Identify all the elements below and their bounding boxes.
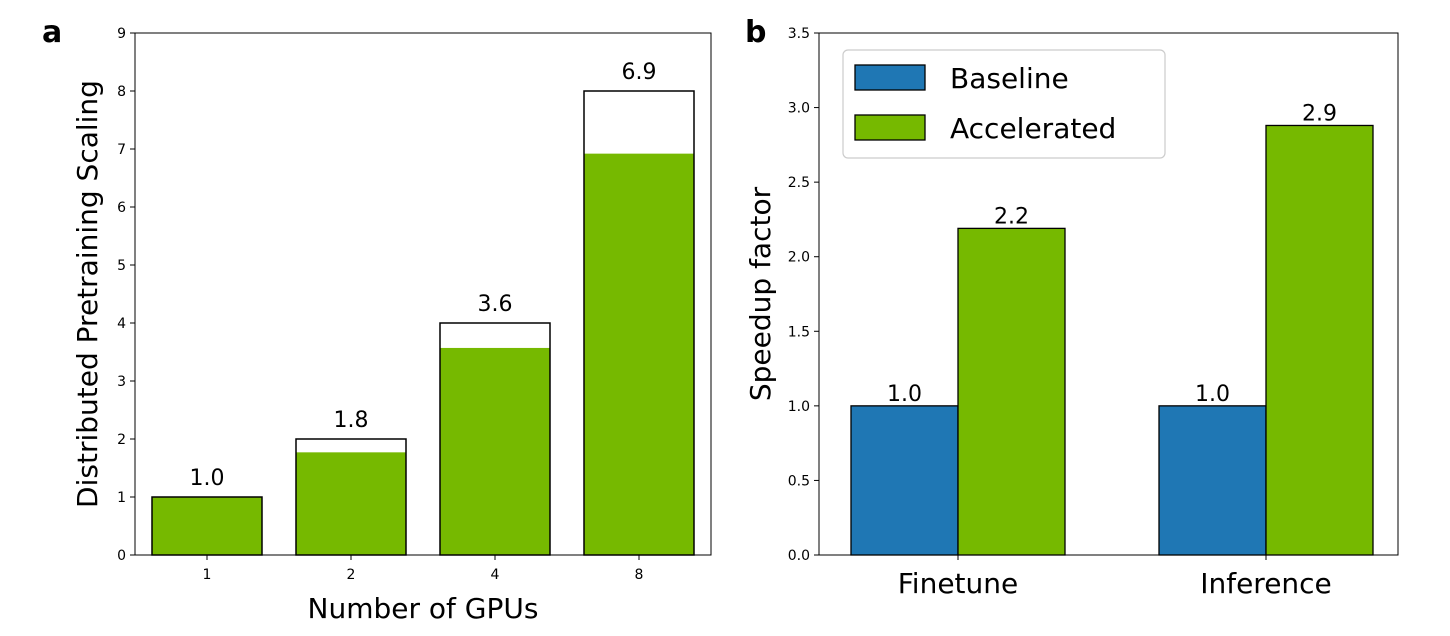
x-tick-label: Finetune <box>898 567 1019 600</box>
data-label: 3.6 <box>478 292 513 317</box>
bar-baseline <box>850 405 959 556</box>
y-axis-label: Speedup factor <box>744 186 777 401</box>
data-label: 2.2 <box>994 204 1029 229</box>
data-label: 1.0 <box>190 466 225 491</box>
data-label: 1.0 <box>887 382 922 407</box>
axes-frame <box>818 32 1399 556</box>
y-tick-label: 3.0 <box>788 101 810 117</box>
y-tick-label: 2 <box>117 432 126 448</box>
bar-actual <box>152 497 262 555</box>
y-tick-label: 2.5 <box>788 175 810 191</box>
bar-actual <box>296 452 406 555</box>
x-tick-label: Inference <box>1200 567 1332 600</box>
y-tick-label: 1 <box>117 490 126 506</box>
y-tick-label: 5 <box>117 258 126 274</box>
chart-b: 1.0 2.2 Finetune 1.0 2.9 Inference 0.0 0.5 1.0 1.… <box>744 26 1399 600</box>
y-tick-label: 3 <box>117 374 126 390</box>
bar-accelerated <box>1265 124 1374 556</box>
data-label: 2.9 <box>1302 101 1337 126</box>
x-axis-label: Number of GPUs <box>308 592 539 625</box>
y-tick-label: 8 <box>117 84 126 100</box>
legend-label: Accelerated <box>950 112 1116 145</box>
bar-accelerated <box>957 227 1066 556</box>
y-tick-label: 0.5 <box>788 473 810 489</box>
legend-swatch-baseline <box>854 64 926 91</box>
legend: Baseline Accelerated <box>842 49 1166 159</box>
bar-actual <box>440 347 550 555</box>
y-tick-label: 2.0 <box>788 250 810 266</box>
bar-baseline <box>1158 405 1267 556</box>
x-tick-label: 2 <box>347 567 356 583</box>
y-axis-label: Distributed Pretraining Scaling <box>71 80 104 508</box>
y-tick-label: 9 <box>117 26 126 42</box>
y-tick-label: 3.5 <box>788 26 810 42</box>
legend-label: Baseline <box>950 62 1069 95</box>
x-tick-label: 8 <box>635 567 644 583</box>
y-tick-label: 6 <box>117 200 126 216</box>
x-tick-label: 1 <box>203 567 212 583</box>
y-tick-label: 1.0 <box>788 399 810 415</box>
y-tick-label: 0 <box>117 548 126 564</box>
axes-frame <box>134 32 712 556</box>
panel-label-b: b <box>745 15 766 50</box>
y-tick-label: 0.0 <box>788 548 810 564</box>
panel-label-a: a <box>42 15 62 50</box>
legend-swatch-accelerated <box>854 114 926 141</box>
data-label: 1.0 <box>1195 382 1230 407</box>
y-tick-label: 1.5 <box>788 324 810 340</box>
y-tick-label: 4 <box>117 316 126 332</box>
x-tick-label: 4 <box>491 567 500 583</box>
bar-actual <box>584 153 694 555</box>
data-label: 6.9 <box>622 60 657 85</box>
chart-a: 1.0 1 1.8 2 3.6 4 6.9 8 0 1 2 3 4 5 6 7 8 9 Number of GPUs… <box>71 26 712 625</box>
y-tick-label: 7 <box>117 142 126 158</box>
data-label: 1.8 <box>334 408 369 433</box>
